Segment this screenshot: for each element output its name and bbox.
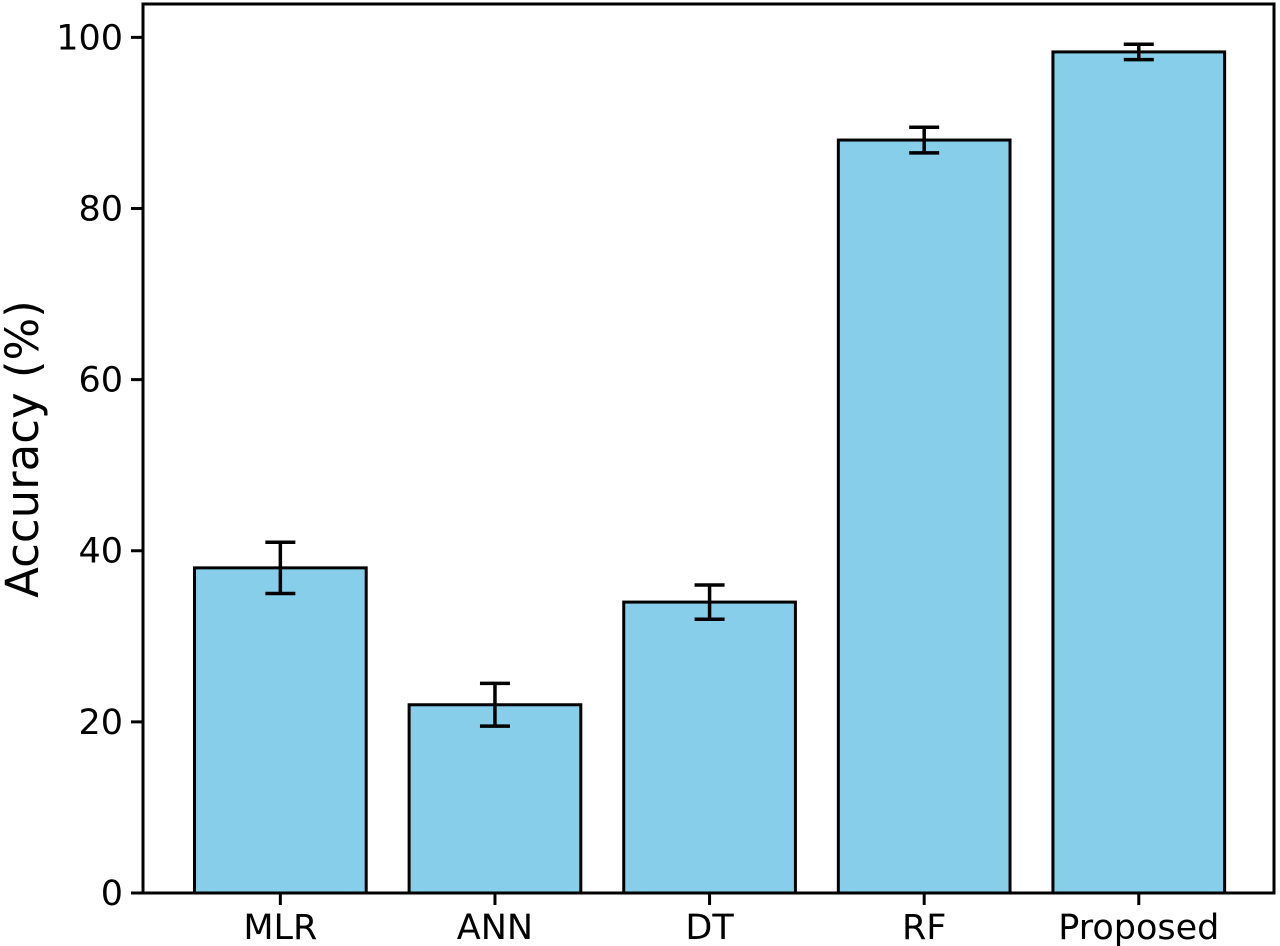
bar-dt bbox=[622, 600, 797, 895]
x-tick-label-dt: DT bbox=[685, 908, 734, 946]
y-tick-label-60: 60 bbox=[78, 361, 123, 401]
y-tick-label-100: 100 bbox=[56, 18, 123, 58]
y-tick-label-80: 80 bbox=[78, 189, 123, 229]
bar-ann bbox=[407, 703, 583, 895]
x-tick-label-proposed: Proposed bbox=[1058, 908, 1219, 946]
bar-mlr bbox=[193, 566, 368, 895]
x-tick-label-mlr: MLR bbox=[243, 908, 317, 946]
bar-proposed bbox=[1051, 50, 1227, 895]
y-tick-label-0: 0 bbox=[101, 874, 123, 914]
bar-rf bbox=[836, 138, 1012, 895]
y-axis-label: Accuracy (%) bbox=[0, 300, 49, 598]
x-tick-label-ann: ANN bbox=[457, 908, 533, 946]
plot-area: 0 20 40 60 80 100 MLR ANN DT RF Proposed bbox=[56, 2, 1276, 946]
x-tick-label-rf: RF bbox=[902, 908, 946, 946]
y-tick-label-20: 20 bbox=[78, 703, 123, 743]
y-tick-label-40: 40 bbox=[78, 532, 123, 572]
